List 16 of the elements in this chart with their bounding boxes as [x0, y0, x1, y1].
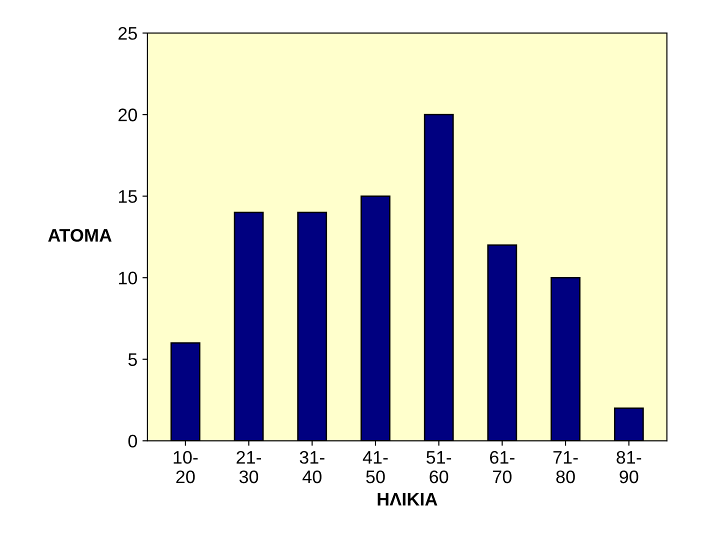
x-tick-label: 51- 60: [426, 451, 452, 484]
y-tick-label: 10: [118, 272, 137, 284]
y-tick-label: 15: [118, 190, 137, 203]
y-axis-title: ΑΤΟΜΑ: [48, 228, 112, 242]
y-tick-label: 25: [118, 26, 137, 40]
x-tick-label: 31- 40: [300, 451, 324, 484]
y-tick-label: 5: [128, 353, 137, 366]
y-tick-label: 20: [118, 108, 137, 122]
x-tick-label: 81- 90: [616, 451, 642, 484]
x-tick-label: 10- 20: [174, 451, 198, 484]
x-axis-title: ΗΛΙΚΙΑ: [378, 493, 438, 506]
x-tick-label: 21- 30: [236, 451, 262, 484]
x-tick-label: 61- 70: [490, 451, 514, 484]
y-tick-label: 0: [128, 434, 137, 448]
x-tick-label: 41- 50: [362, 451, 388, 484]
x-tick-label: 71- 80: [553, 451, 578, 484]
